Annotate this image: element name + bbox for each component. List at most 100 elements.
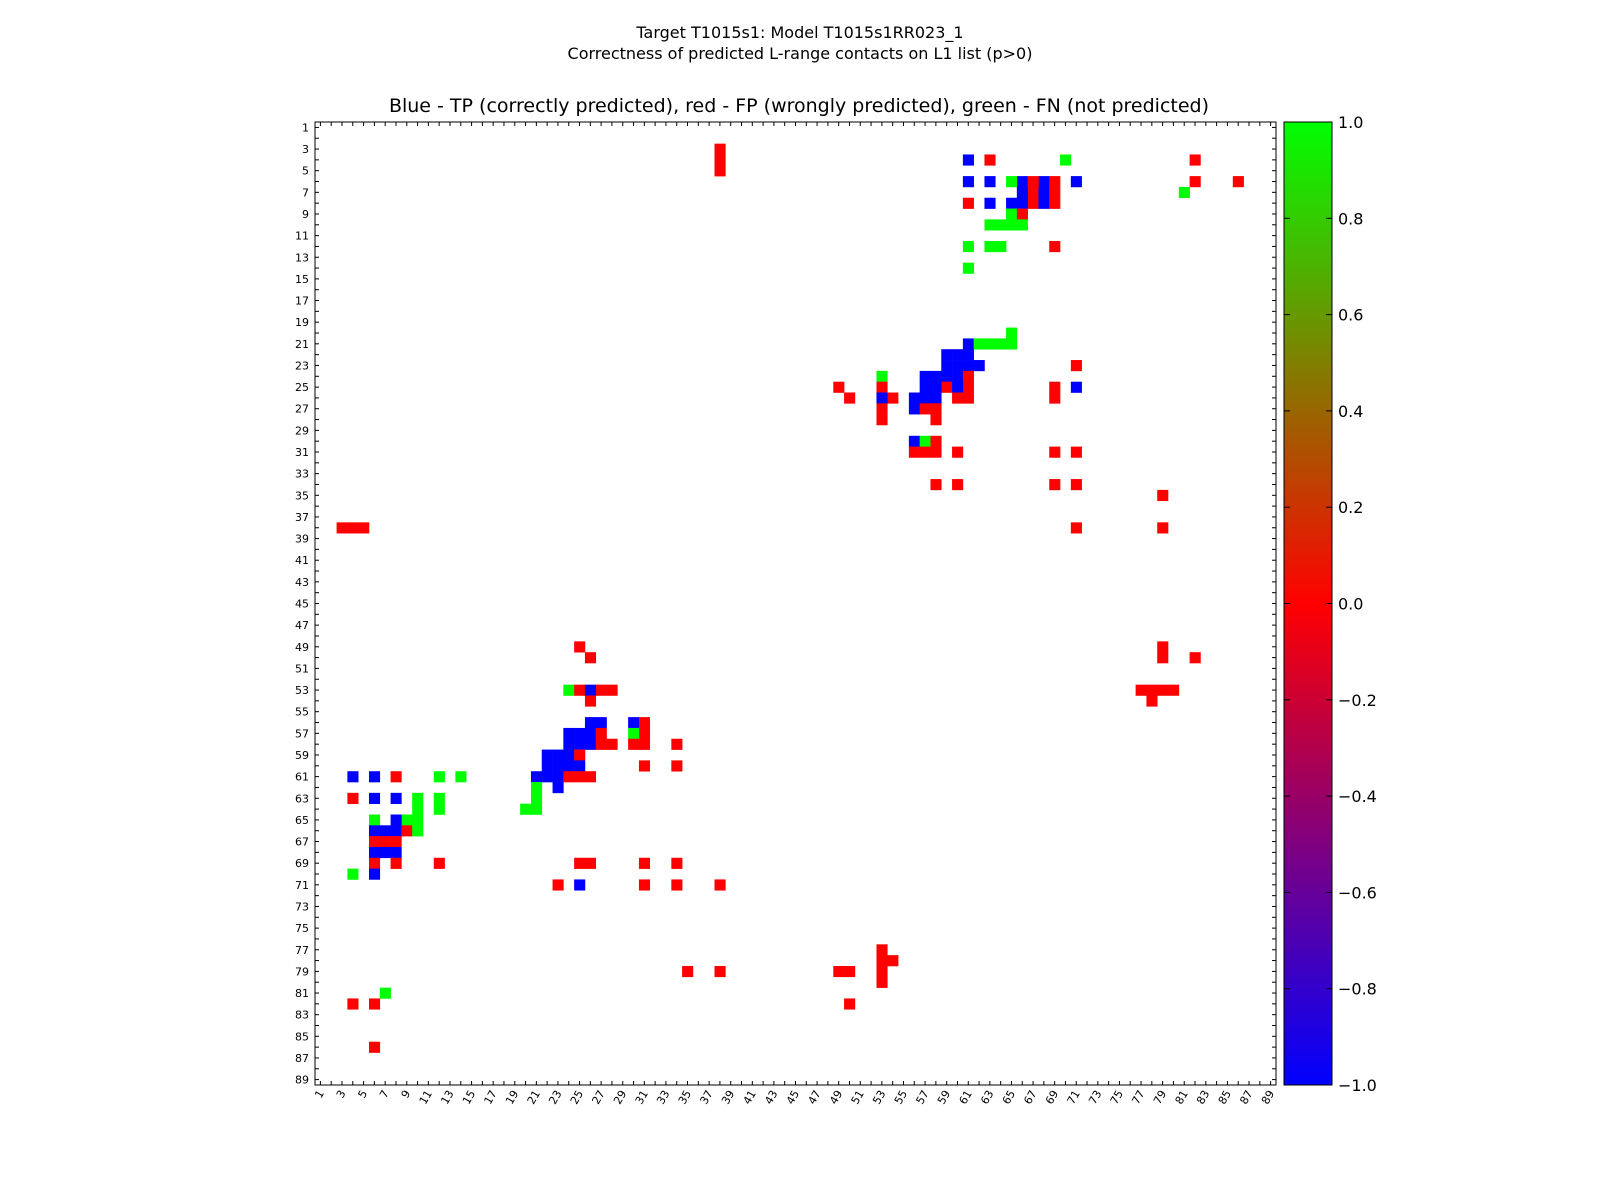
cell-fp-28-58 (930, 414, 942, 426)
cell-fp-53-27 (595, 684, 607, 696)
cell-fp-31-57 (919, 446, 931, 458)
cell-fn-64-10 (412, 803, 424, 815)
x-tick-label: 53 (870, 1088, 888, 1107)
cell-tp-56-30 (628, 717, 640, 729)
x-tick-label: 45 (784, 1088, 802, 1107)
cell-fp-7-69 (1049, 186, 1061, 199)
colorbar-tick-label: −0.6 (1338, 883, 1377, 902)
y-tick-label: 13 (295, 251, 309, 264)
x-tick-label: 43 (762, 1088, 780, 1107)
cell-tp-8-63 (984, 197, 996, 209)
cell-tp-26-56 (908, 392, 920, 404)
cell-tp-6-61 (962, 176, 974, 188)
cell-fp-31-71 (1070, 446, 1082, 458)
cell-tp-22-60 (952, 349, 964, 361)
cell-fp-26-54 (887, 392, 899, 404)
x-tick-label: 29 (611, 1088, 629, 1107)
x-tick-label: 23 (546, 1088, 564, 1107)
cell-fn-81-7 (379, 987, 391, 999)
cell-tp-61-23 (552, 771, 564, 783)
cell-fp-67-7 (379, 836, 391, 848)
x-tick-label: 3 (334, 1088, 349, 1101)
cell-fn-12-61 (962, 241, 974, 253)
cell-fn-10-63 (984, 219, 996, 231)
cell-fp-61-8 (390, 771, 402, 783)
cell-tp-25-58 (930, 381, 942, 393)
x-tick-label: 71 (1065, 1088, 1083, 1107)
y-tick-label: 15 (295, 273, 309, 286)
cell-fp-38-79 (1157, 522, 1169, 534)
cell-fp-71-38 (714, 879, 726, 891)
y-tick-label: 17 (295, 295, 309, 308)
cell-tp-62-23 (552, 782, 564, 794)
cell-fp-28-53 (876, 414, 888, 426)
x-tick-label: 65 (1000, 1088, 1018, 1107)
cell-tp-25-57 (919, 381, 931, 393)
cell-fp-4-63 (984, 154, 996, 166)
y-tick-label: 63 (295, 792, 309, 805)
cell-fp-25-61 (962, 381, 974, 393)
y-tick-label: 57 (295, 727, 309, 740)
cell-fp-58-30 (628, 738, 640, 750)
cell-fp-78-54 (887, 955, 899, 967)
cell-fn-14-61 (962, 262, 974, 274)
cell-tp-25-71 (1070, 381, 1082, 393)
cell-tp-59-23 (552, 749, 564, 761)
x-tick-label: 5 (355, 1088, 370, 1101)
cell-fp-8-69 (1049, 197, 1061, 209)
cell-fp-78-53 (876, 955, 888, 967)
cell-tp-26-57 (919, 392, 931, 404)
cell-fp-79-53 (876, 965, 888, 978)
colorbar-tick-label: −0.4 (1338, 787, 1377, 806)
cell-fn-4-70 (1060, 154, 1072, 166)
cell-tp-68-7 (379, 846, 391, 859)
cell-fp-57-27 (595, 727, 607, 740)
cell-fp-38-4 (347, 522, 359, 534)
cell-fp-31-58 (930, 446, 942, 458)
y-tick-label: 61 (295, 771, 309, 784)
cell-tp-59-22 (541, 749, 553, 761)
cell-fn-63-21 (530, 792, 543, 804)
cell-fp-7-67 (1027, 186, 1039, 199)
cell-tp-60-24 (563, 760, 575, 772)
cell-tp-22-59 (941, 349, 953, 361)
cell-fp-6-82 (1189, 176, 1201, 188)
cell-fn-64-21 (530, 803, 543, 815)
cell-tp-68-6 (368, 846, 381, 859)
y-tick-label: 85 (295, 1030, 309, 1043)
cell-fp-71-31 (638, 879, 651, 891)
y-tick-label: 11 (295, 230, 309, 243)
cell-tp-6-68 (1038, 176, 1050, 188)
cell-fp-54-26 (584, 695, 597, 707)
cell-fp-69-8 (390, 857, 402, 869)
x-tick-label: 9 (399, 1088, 414, 1101)
y-tick-label: 23 (295, 359, 309, 372)
cell-fp-61-26 (584, 771, 597, 783)
cell-fp-30-58 (930, 435, 942, 447)
y-tick-label: 51 (295, 662, 309, 675)
cell-fn-12-64 (995, 241, 1007, 253)
cell-tp-25-60 (952, 381, 964, 393)
x-tick-label: 19 (503, 1088, 521, 1107)
cell-fp-53-80 (1168, 684, 1180, 696)
cell-fp-67-6 (368, 836, 381, 848)
cell-fn-61-14 (455, 771, 467, 783)
cell-fp-54-78 (1146, 695, 1158, 707)
cell-fp-34-58 (930, 479, 942, 491)
x-tick-label: 69 (1043, 1088, 1061, 1107)
cell-fp-58-28 (606, 738, 618, 750)
contact-cells (336, 143, 1244, 1053)
cell-fn-64-20 (520, 803, 532, 815)
cell-fp-71-34 (671, 879, 683, 891)
y-tick-label: 81 (295, 987, 309, 1000)
x-tick-label: 51 (849, 1088, 867, 1107)
cell-tp-58-25 (574, 738, 586, 750)
cell-fn-7-81 (1178, 186, 1190, 199)
cell-tp-66-8 (390, 825, 402, 837)
cell-fp-8-61 (962, 197, 974, 209)
cell-fp-61-24 (563, 771, 575, 783)
cell-fp-4-38 (714, 154, 726, 166)
cell-fn-21-63 (984, 338, 996, 350)
cell-tp-23-61 (962, 360, 974, 372)
